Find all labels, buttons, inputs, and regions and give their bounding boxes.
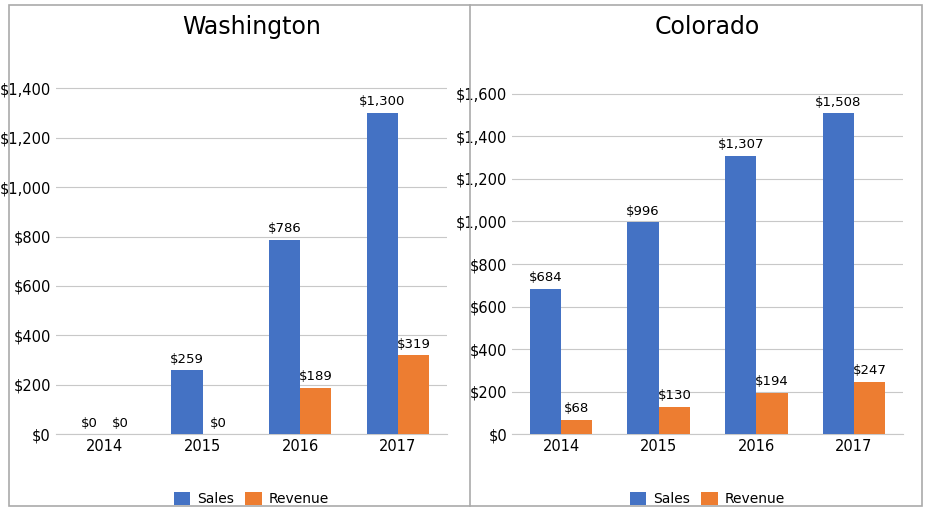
Text: $259: $259 bbox=[170, 353, 204, 366]
Text: $247: $247 bbox=[853, 364, 886, 377]
Bar bbox=[300, 388, 331, 434]
Text: $194: $194 bbox=[755, 376, 789, 388]
Text: $1,508: $1,508 bbox=[816, 96, 861, 109]
Text: $189: $189 bbox=[299, 370, 332, 383]
Bar bbox=[627, 222, 659, 434]
Text: $0: $0 bbox=[112, 417, 129, 430]
Text: $319: $319 bbox=[397, 338, 430, 351]
Title: Colorado: Colorado bbox=[654, 15, 761, 39]
Legend: Sales, Revenue: Sales, Revenue bbox=[625, 486, 790, 511]
Text: $68: $68 bbox=[564, 402, 589, 415]
Bar bbox=[756, 393, 788, 434]
Bar bbox=[561, 420, 592, 434]
Title: Washington: Washington bbox=[182, 15, 321, 39]
Bar bbox=[367, 113, 398, 434]
Bar bbox=[854, 382, 885, 434]
Bar bbox=[725, 156, 756, 434]
Text: $684: $684 bbox=[529, 271, 562, 284]
Bar bbox=[530, 289, 561, 434]
Text: $786: $786 bbox=[268, 222, 302, 236]
Bar bbox=[823, 113, 854, 434]
Text: $0: $0 bbox=[209, 417, 226, 430]
Text: $0: $0 bbox=[81, 417, 98, 430]
Text: $130: $130 bbox=[657, 389, 692, 402]
Bar bbox=[398, 356, 429, 434]
Text: $1,307: $1,307 bbox=[718, 138, 764, 151]
Bar bbox=[269, 240, 300, 434]
Bar bbox=[659, 407, 690, 434]
Text: $1,300: $1,300 bbox=[359, 96, 405, 108]
Legend: Sales, Revenue: Sales, Revenue bbox=[169, 486, 334, 511]
Bar bbox=[171, 370, 203, 434]
Text: $996: $996 bbox=[627, 205, 660, 218]
